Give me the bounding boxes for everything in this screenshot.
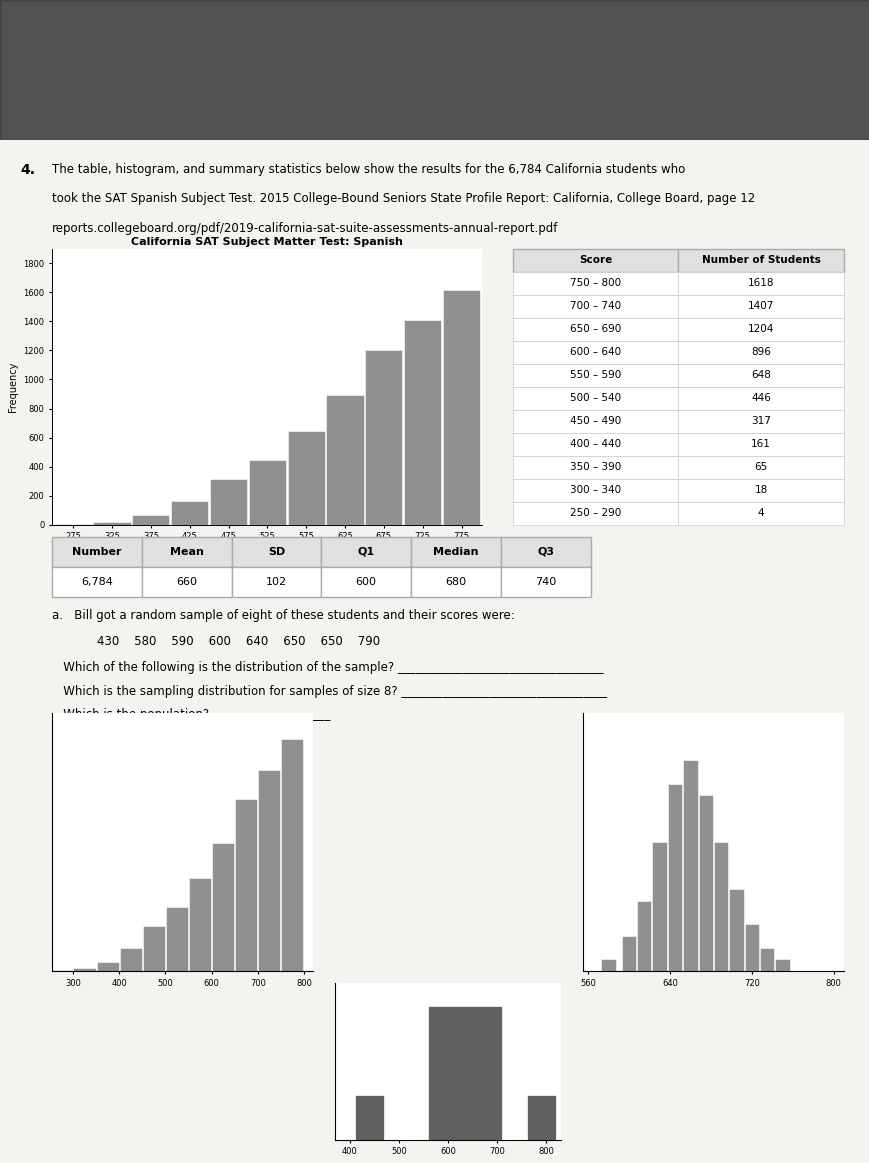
Bar xyxy=(526,1096,555,1140)
Bar xyxy=(235,799,257,971)
Bar xyxy=(93,522,130,525)
Bar xyxy=(209,479,247,525)
Bar xyxy=(760,948,773,971)
Bar xyxy=(774,959,789,971)
Text: reports.collegeboard.org/pdf/2019-california-sat-suite-assessments-annual-report: reports.collegeboard.org/pdf/2019-califo… xyxy=(52,222,558,235)
Text: The table, histogram, and summary statistics below show the results for the 6,78: The table, histogram, and summary statis… xyxy=(52,163,685,176)
Bar xyxy=(189,878,211,971)
Text: 430    580    590    600    640    650    650    790: 430 580 590 600 640 650 650 790 xyxy=(52,635,380,648)
Bar xyxy=(365,350,402,525)
Bar xyxy=(442,290,480,525)
Bar xyxy=(120,948,142,971)
Bar xyxy=(355,1096,384,1140)
Text: took the SAT Spanish Subject Test. 2015 College-Bound Seniors State Profile Repo: took the SAT Spanish Subject Test. 2015 … xyxy=(52,192,754,206)
Bar xyxy=(171,501,208,525)
Bar xyxy=(249,461,286,525)
Bar xyxy=(281,740,303,971)
Bar xyxy=(428,1006,501,1140)
Bar xyxy=(132,515,169,525)
Bar xyxy=(287,430,324,525)
Text: Which of the following is the distribution of the sample? ______________________: Which of the following is the distributi… xyxy=(52,661,603,673)
Bar xyxy=(713,842,727,971)
Title: California SAT Subject Matter Test: Spanish: California SAT Subject Matter Test: Span… xyxy=(131,236,403,247)
Bar xyxy=(682,761,697,971)
Bar xyxy=(143,926,165,971)
Text: 4.: 4. xyxy=(21,163,36,177)
Text: a.   Bill got a random sample of eight of these students and their scores were:: a. Bill got a random sample of eight of … xyxy=(52,609,514,622)
Bar xyxy=(698,795,712,971)
Text: Which is the population? ____________________: Which is the population? _______________… xyxy=(52,708,330,721)
Bar xyxy=(326,394,363,525)
Bar xyxy=(667,784,681,971)
Bar xyxy=(96,962,118,971)
Bar xyxy=(744,925,758,971)
Bar xyxy=(166,907,188,971)
Text: Which is the sampling distribution for samples of size 8? ______________________: Which is the sampling distribution for s… xyxy=(52,685,607,698)
Bar xyxy=(403,320,441,525)
Bar xyxy=(621,936,635,971)
Bar xyxy=(600,959,615,971)
Bar xyxy=(636,901,651,971)
Bar xyxy=(258,770,280,971)
Y-axis label: Frequency: Frequency xyxy=(8,362,18,412)
Bar xyxy=(212,843,234,971)
Bar xyxy=(728,889,743,971)
Bar xyxy=(73,969,96,971)
Bar xyxy=(652,842,666,971)
